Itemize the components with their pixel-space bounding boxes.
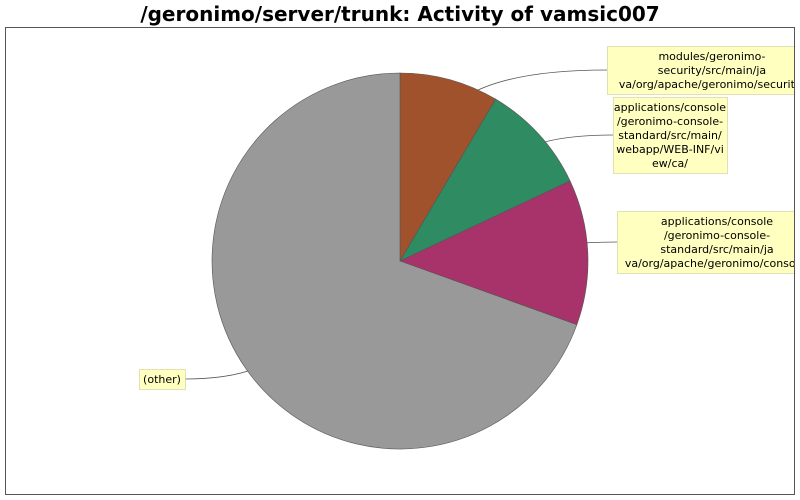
pie-slices [211,72,589,450]
label-line: (other) [143,373,181,386]
slice-label-applications-console-geronimo-console-st: applications/console/geronimo-console-st… [617,211,800,274]
pie-slice-applications-console-geronimo-console-st [399,180,589,326]
label-line: standard/src/main/ [618,129,722,142]
label-line: /geronimo-console- [617,115,723,128]
pie-slice-modules-geronimo-security-src-main-java- [399,72,497,263]
label-line: security/src/main/ja [658,64,766,77]
slice-label-other: (other) [139,369,186,390]
label-box [607,46,794,95]
label-line: va/org/apache/geronimo/security/ [619,78,800,91]
label-box [613,97,728,174]
label-line: /geronimo-console- [664,229,770,242]
label-line: applications/console [661,215,773,228]
label-line: va/org/apache/geronimo/console/ [625,257,800,270]
label-line: ew/ca/ [652,157,688,170]
slice-labels: modules/geronimo-security/src/main/java/… [139,46,800,390]
chart-title: /geronimo/server/trunk: Activity of vams… [140,2,660,26]
label-box [617,211,794,274]
label-box [139,369,186,390]
label-line: modules/geronimo- [658,50,765,63]
label-line: webapp/WEB-INF/vi [616,143,724,156]
label-line: standard/src/main/ja [660,243,773,256]
pie-slice-applications-console-geronimo-console-st [399,98,571,262]
pie-slice-other [211,72,578,450]
label-line: applications/console [614,101,726,114]
slice-label-modules-geronimo-security-src-main-java-: modules/geronimo-security/src/main/java/… [607,46,800,95]
slice-label-applications-console-geronimo-console-st: applications/console/geronimo-console-st… [613,97,728,174]
